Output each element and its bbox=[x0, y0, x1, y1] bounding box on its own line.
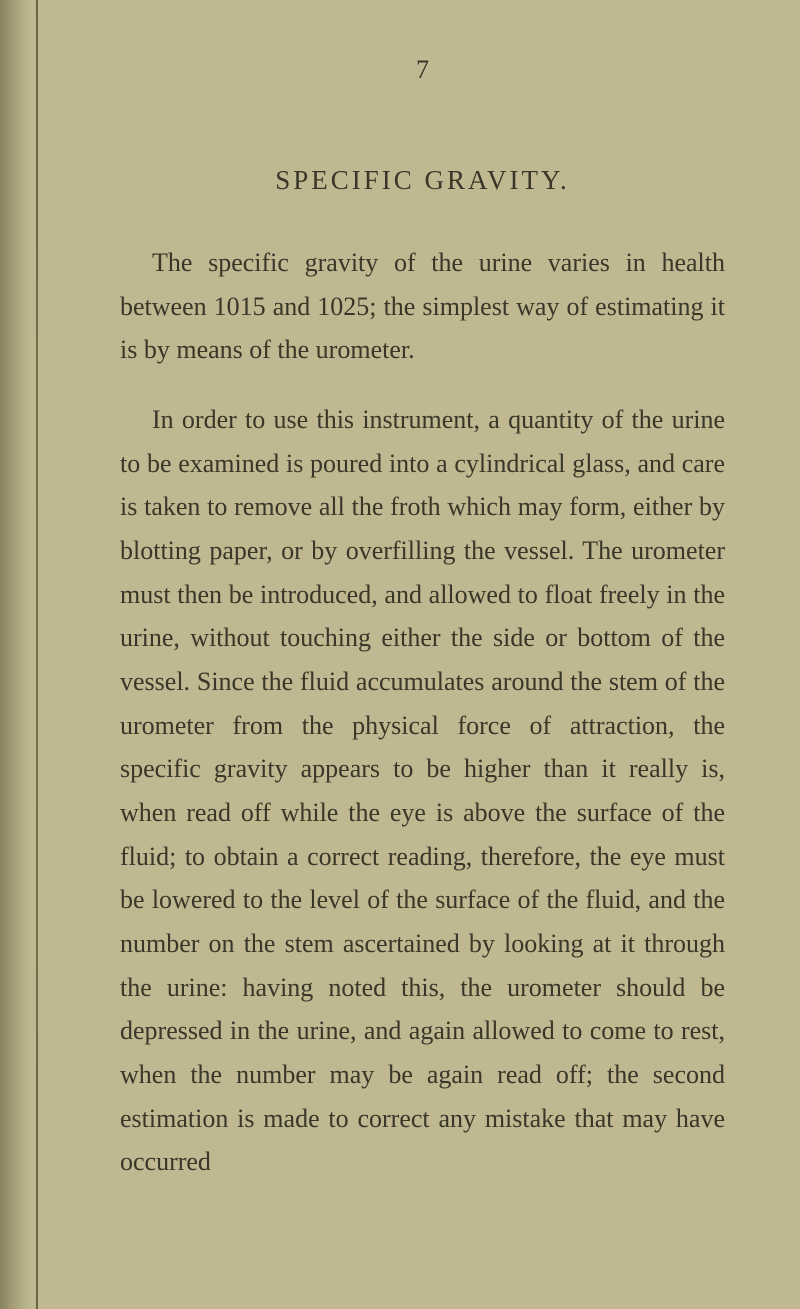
page-content: 7 SPECIFIC GRAVITY. The specific gravity… bbox=[0, 0, 800, 1270]
body-text: The specific gravity of the urine varies… bbox=[120, 241, 725, 1184]
page-number: 7 bbox=[120, 55, 725, 85]
paragraph-1: The specific gravity of the urine varies… bbox=[120, 241, 725, 372]
paragraph-2: In order to use this instrument, a quant… bbox=[120, 398, 725, 1184]
section-title: SPECIFIC GRAVITY. bbox=[120, 165, 725, 196]
